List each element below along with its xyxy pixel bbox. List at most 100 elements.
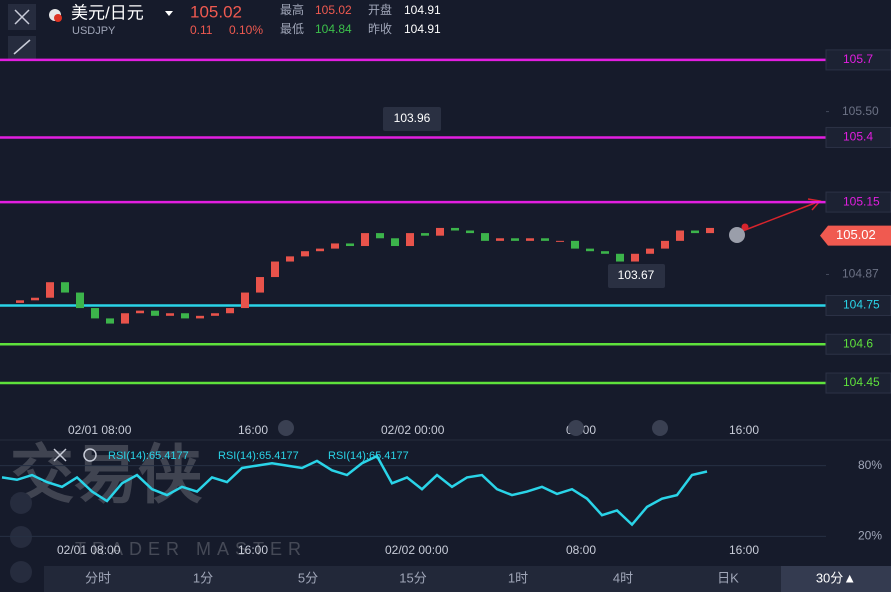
level-tag <box>825 333 891 355</box>
value: 104.84 <box>315 22 352 36</box>
pair-name[interactable]: 美元/日元 <box>71 3 144 22</box>
candle-body <box>691 230 699 234</box>
shrink-button[interactable] <box>8 36 36 60</box>
level-tag <box>825 126 891 148</box>
candle-body <box>421 233 429 236</box>
tab[interactable]: 30分▲ <box>816 570 856 585</box>
candle-body <box>76 292 84 309</box>
y-tick-label: 105.50 <box>842 104 879 118</box>
rsi-label: RSI(14):65.4177 <box>218 450 299 462</box>
x-label: 16:00 <box>238 423 268 437</box>
x-label: 02/02 00:00 <box>381 423 445 437</box>
candle-body <box>541 238 549 241</box>
candle-body <box>241 292 249 309</box>
label: 最低 <box>280 22 304 36</box>
x-label: 02/02 00:00 <box>385 543 449 557</box>
candle-body <box>316 248 324 252</box>
symbol: USDJPY <box>72 25 116 37</box>
candle-body <box>106 318 114 324</box>
label: 昨收 <box>368 22 392 36</box>
candle-body <box>331 243 339 249</box>
candle-body <box>391 238 399 247</box>
tab[interactable]: 分时 <box>85 570 111 585</box>
shrink-icon <box>13 39 31 55</box>
candle-body <box>136 310 144 314</box>
candle-body <box>166 313 174 316</box>
value: 104.91 <box>404 22 441 36</box>
marker[interactable] <box>652 420 668 436</box>
trend-arrow <box>739 202 816 233</box>
candle-body <box>526 238 534 241</box>
candle-body <box>586 248 594 252</box>
candle-body <box>436 227 444 236</box>
annotation: 103.96 <box>394 111 431 125</box>
tool-button[interactable] <box>10 561 32 583</box>
level-label: 104.75 <box>843 298 880 312</box>
candle-body <box>226 308 234 314</box>
info-icon[interactable] <box>729 227 745 243</box>
y-tick-label: 104.87 <box>842 267 879 281</box>
price: 105.02 <box>190 2 242 21</box>
arrow-handle <box>741 223 749 231</box>
level-label: 105.7 <box>843 52 873 66</box>
x-label: 16:00 <box>729 423 759 437</box>
candle-body <box>466 230 474 234</box>
tab[interactable]: 4时 <box>613 570 633 585</box>
watermark: TRADER MASTER <box>75 539 307 559</box>
tool-button[interactable] <box>10 526 32 548</box>
rsi-label: RSI(14):65.4177 <box>108 450 189 462</box>
candle-body <box>91 308 99 319</box>
level-label: 105.4 <box>843 130 873 144</box>
tab-bar <box>44 566 891 592</box>
tab[interactable]: 15分 <box>399 570 426 585</box>
tool-button[interactable] <box>10 492 32 514</box>
marker[interactable] <box>278 420 294 436</box>
candle-body <box>361 233 369 247</box>
x-label: 16:00 <box>729 543 759 557</box>
candle-body <box>601 251 609 254</box>
candle-body <box>376 233 384 239</box>
candle-body <box>151 310 159 316</box>
candle-body <box>556 240 564 242</box>
tab[interactable]: 日K <box>717 570 739 585</box>
tab-selected <box>781 566 891 592</box>
x-label: 02/01 08:00 <box>68 423 132 437</box>
candle-body <box>301 251 309 257</box>
tooltip <box>383 107 441 131</box>
level-tag <box>825 191 891 213</box>
candle-body <box>256 277 264 293</box>
candle-body <box>496 238 504 241</box>
annotation: 103.67 <box>618 268 655 282</box>
dropdown-arrow[interactable] <box>165 11 173 16</box>
y-tick-label: 20% <box>858 529 882 543</box>
tab[interactable]: 1分 <box>193 570 213 585</box>
candle-body <box>406 233 414 247</box>
candle-body <box>196 315 204 319</box>
candle-body <box>46 282 54 298</box>
price-tag <box>820 225 891 246</box>
tab[interactable]: 5分 <box>298 570 318 585</box>
level-label: 104.45 <box>843 375 880 389</box>
candle-body <box>481 233 489 241</box>
label: 开盘 <box>368 2 392 17</box>
rsi-settings[interactable] <box>83 448 97 462</box>
rsi-close[interactable] <box>53 448 67 462</box>
tab[interactable]: 1时 <box>508 570 528 585</box>
candle-body <box>271 261 279 278</box>
candle-body <box>121 313 129 324</box>
candle-body <box>706 227 714 234</box>
candle-body <box>31 297 39 301</box>
label: 最高 <box>280 2 304 17</box>
candle-body <box>571 240 579 249</box>
level-tag <box>825 372 891 394</box>
level-label: 105.15 <box>843 194 880 208</box>
candle-body <box>16 300 24 303</box>
change: 0.11 <box>190 23 213 37</box>
change-pct: 0.10% <box>229 23 263 37</box>
candle-body <box>616 253 624 262</box>
marker[interactable] <box>568 420 584 436</box>
rsi-line <box>1 454 708 527</box>
candle-body <box>346 243 354 247</box>
